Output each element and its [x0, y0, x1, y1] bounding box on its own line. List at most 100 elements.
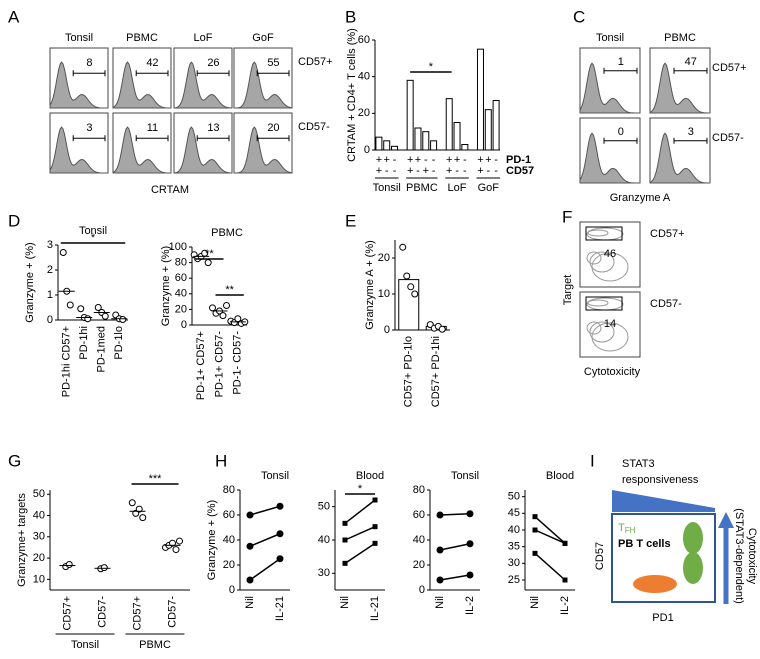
x-tick-label: Nil	[339, 596, 351, 609]
point	[466, 510, 474, 518]
group-label: Tonsil	[71, 639, 99, 651]
bar	[383, 140, 391, 151]
x-axis-label: CRTAM	[151, 184, 189, 196]
pair-line	[249, 505, 281, 516]
contour	[586, 321, 602, 335]
histogram	[49, 61, 109, 109]
panel-letter: B	[345, 7, 356, 26]
y-tick-label: 35	[508, 541, 520, 553]
point	[139, 514, 147, 522]
point	[438, 325, 446, 333]
column-header: Tonsil	[596, 32, 624, 44]
point	[342, 520, 348, 526]
cd57-sign: -	[393, 165, 397, 177]
y-tick-label: 25	[508, 574, 520, 586]
x-tick-label: PD-1med	[96, 326, 108, 372]
column-header: Tonsil	[65, 32, 93, 44]
point	[342, 537, 348, 543]
pd1-sign: +	[384, 154, 390, 166]
x-tick-label: IL-2	[464, 596, 476, 615]
cd57-sign: +	[446, 165, 452, 177]
point	[562, 577, 568, 583]
y-tick-label: 60	[223, 509, 235, 521]
bar	[492, 100, 500, 151]
chart-title: Tonsil	[261, 470, 289, 482]
row-label: CD57-	[712, 132, 744, 144]
y-tick-label: 40	[33, 509, 45, 521]
bar	[461, 144, 469, 151]
y-axis-label: CRTAM + CD4+ T cells (%)	[346, 28, 358, 162]
flow-frame	[579, 221, 641, 288]
y-tick-label: 40	[175, 288, 187, 300]
histogram	[112, 126, 172, 174]
y-tick-label: 40	[358, 71, 370, 83]
point	[65, 560, 73, 568]
y-tick-label: 60	[175, 272, 187, 284]
histogram	[579, 62, 641, 114]
x-axis-label: Cytotoxicity	[584, 366, 641, 378]
point	[246, 576, 254, 584]
gate-value: 0	[618, 126, 624, 138]
bar	[422, 131, 430, 151]
pair-line	[249, 533, 281, 547]
y-tick-label: 0	[229, 584, 235, 596]
y-axis-label: Granzyme+ targets	[16, 493, 28, 587]
chart-title: Tonsil	[79, 225, 107, 237]
column-header: GoF	[252, 32, 274, 44]
pd1-sign: -	[463, 154, 467, 166]
y-tick-label: 30	[508, 557, 520, 569]
contour	[589, 251, 615, 273]
group-label: LoF	[448, 182, 467, 194]
contour	[586, 297, 624, 311]
cd57-sign: -	[385, 165, 389, 177]
significance: *	[358, 483, 363, 495]
point	[436, 546, 444, 554]
y-tick-label: 40	[223, 534, 235, 546]
x-tick-label: CD57+ PD-1lo	[403, 336, 415, 407]
x-tick-label: PD-1lo	[113, 326, 125, 360]
y-tick-label: 80	[223, 484, 235, 496]
y-tick-label: 40	[508, 524, 520, 536]
point	[403, 272, 411, 280]
x-tick-label: CD57+	[61, 596, 73, 631]
y-tick-label: 20	[223, 559, 235, 571]
chart-title: Tonsil	[451, 470, 479, 482]
column-header: PBMC	[664, 32, 696, 44]
chart-title: Blood	[546, 470, 574, 482]
point	[77, 305, 85, 313]
point	[276, 555, 284, 563]
pd1-sign: +	[454, 154, 460, 166]
bar	[476, 48, 484, 151]
gate-value: 11	[147, 122, 158, 134]
point	[176, 537, 183, 545]
group-label: Tonsil	[373, 182, 401, 194]
top-label: responsiveness	[622, 474, 699, 486]
point	[276, 502, 284, 510]
histogram	[173, 61, 233, 109]
y-tick-label: 20	[175, 303, 187, 315]
y-tick-label: 3	[47, 239, 53, 251]
panel-letter: C	[573, 7, 585, 26]
y-axis-label: Granzyme + (%)	[206, 500, 218, 580]
tfh-cells	[683, 552, 703, 584]
point	[59, 249, 67, 256]
panel-letter: G	[8, 451, 21, 470]
gate-value: 8	[86, 57, 92, 69]
y-tick-label: 80	[175, 257, 187, 269]
pd1-sign: +	[376, 154, 382, 166]
group-label: PBMC	[406, 182, 438, 194]
point	[84, 315, 92, 323]
y-tick-label: 45	[508, 507, 520, 519]
y-tick-label: 30	[318, 567, 330, 579]
row-label: CD57	[506, 165, 534, 177]
arrow-label: (STAT3-dependent)	[733, 508, 745, 604]
tfh-cells	[683, 522, 703, 554]
panel-letter: A	[8, 7, 20, 26]
cd57-sign: -	[486, 165, 490, 177]
point	[128, 499, 136, 507]
legend-tfh: TFH	[618, 522, 636, 535]
group-label: GoF	[478, 182, 500, 194]
x-tick-label: PD-1+ CD57+	[195, 331, 207, 400]
point	[562, 540, 568, 546]
histogram	[579, 132, 641, 184]
